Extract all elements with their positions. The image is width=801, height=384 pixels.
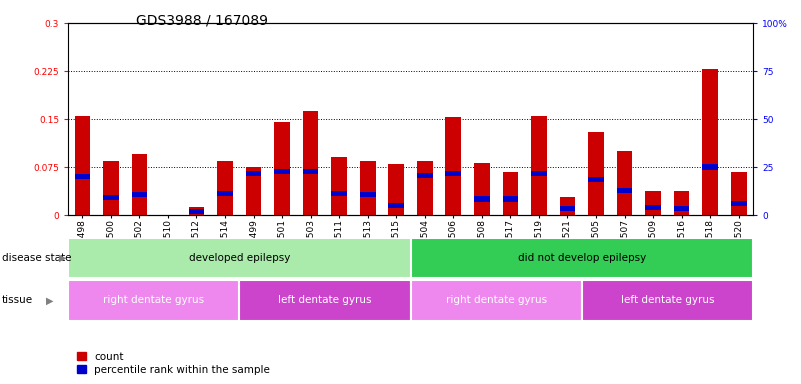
Bar bbox=[582, 280, 753, 321]
Text: disease state: disease state bbox=[2, 253, 71, 263]
Bar bbox=[560, 197, 575, 215]
Text: ▶: ▶ bbox=[58, 253, 66, 263]
Bar bbox=[131, 192, 147, 197]
Text: ▶: ▶ bbox=[46, 295, 53, 306]
Bar bbox=[103, 161, 119, 215]
Bar bbox=[674, 191, 690, 215]
Bar bbox=[303, 169, 319, 174]
Bar bbox=[417, 173, 433, 178]
Bar bbox=[332, 191, 347, 196]
Bar bbox=[702, 164, 718, 170]
Text: right dentate gyrus: right dentate gyrus bbox=[445, 295, 546, 306]
Bar bbox=[332, 157, 347, 215]
Bar bbox=[445, 117, 461, 215]
Text: did not develop epilepsy: did not develop epilepsy bbox=[517, 253, 646, 263]
Bar bbox=[617, 151, 632, 215]
Bar bbox=[217, 161, 233, 215]
Bar bbox=[445, 171, 461, 176]
Bar bbox=[531, 116, 547, 215]
Bar bbox=[674, 206, 690, 211]
Bar bbox=[217, 191, 233, 196]
Bar bbox=[74, 116, 91, 215]
Bar bbox=[417, 161, 433, 215]
Text: GDS3988 / 167089: GDS3988 / 167089 bbox=[136, 13, 268, 27]
Bar bbox=[502, 172, 518, 215]
Bar bbox=[588, 132, 604, 215]
Bar bbox=[189, 209, 204, 214]
Bar bbox=[702, 69, 718, 215]
Bar bbox=[531, 171, 547, 176]
Bar bbox=[474, 197, 489, 202]
Bar bbox=[388, 164, 404, 215]
Bar bbox=[646, 205, 661, 210]
Bar bbox=[588, 177, 604, 182]
Bar bbox=[731, 172, 747, 215]
Text: developed epilepsy: developed epilepsy bbox=[188, 253, 290, 263]
Bar bbox=[646, 191, 661, 215]
Text: right dentate gyrus: right dentate gyrus bbox=[103, 295, 204, 306]
Bar bbox=[246, 171, 261, 176]
Bar bbox=[360, 192, 376, 197]
Bar bbox=[68, 238, 410, 278]
Bar bbox=[239, 280, 410, 321]
Bar bbox=[731, 201, 747, 206]
Text: left dentate gyrus: left dentate gyrus bbox=[621, 295, 714, 306]
Legend: count, percentile rank within the sample: count, percentile rank within the sample bbox=[74, 348, 274, 379]
Bar bbox=[246, 167, 261, 215]
Bar bbox=[274, 169, 290, 174]
Bar bbox=[560, 206, 575, 211]
Bar bbox=[410, 280, 582, 321]
Bar bbox=[103, 195, 119, 200]
Bar bbox=[502, 197, 518, 202]
Text: tissue: tissue bbox=[2, 295, 33, 306]
Bar bbox=[189, 207, 204, 215]
Bar bbox=[303, 111, 319, 215]
Bar bbox=[131, 154, 147, 215]
Bar bbox=[274, 122, 290, 215]
Bar bbox=[474, 162, 489, 215]
Bar bbox=[74, 174, 91, 179]
Text: left dentate gyrus: left dentate gyrus bbox=[278, 295, 372, 306]
Bar bbox=[68, 280, 239, 321]
Bar bbox=[410, 238, 753, 278]
Bar bbox=[360, 161, 376, 215]
Bar bbox=[617, 188, 632, 193]
Bar bbox=[388, 203, 404, 208]
